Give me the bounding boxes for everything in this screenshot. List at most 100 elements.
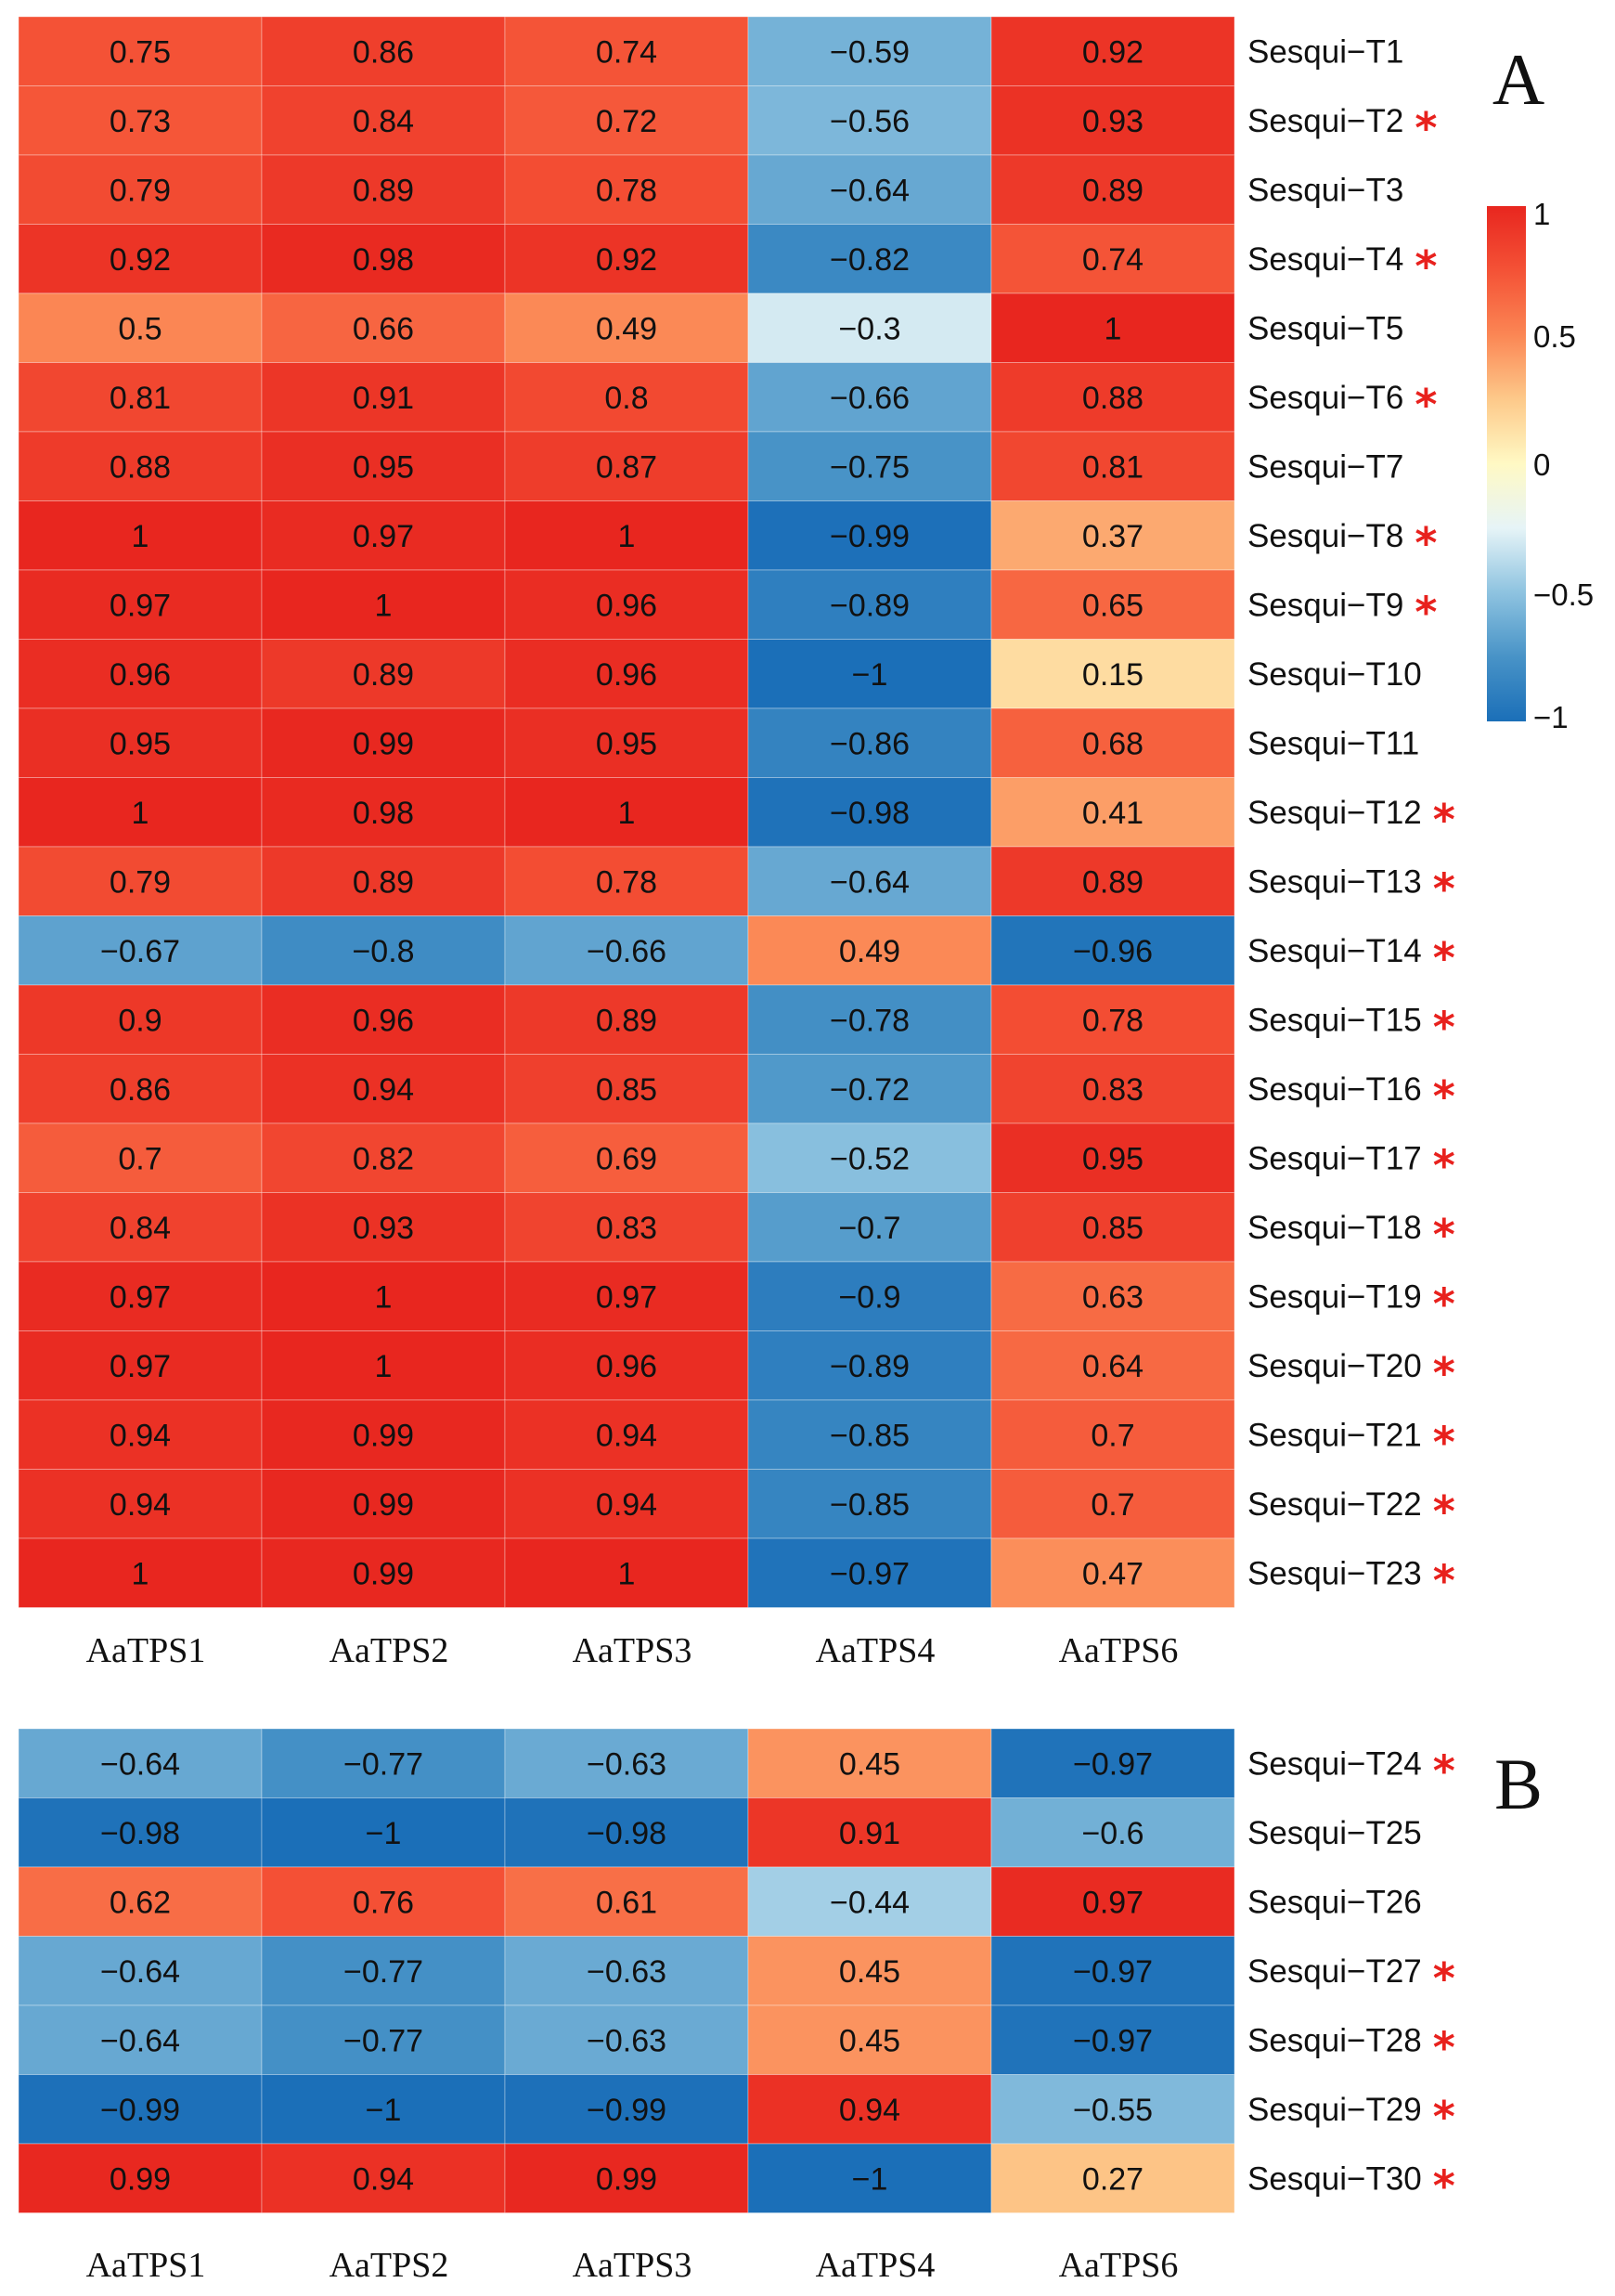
heatmap-cell [747,1537,992,1608]
heatmap-cell [261,362,506,433]
row-label: Sesqui−T26 [1247,1884,1422,1920]
significance-star: * [1433,1745,1455,1796]
cell-value: −0.89 [830,588,910,623]
significance-star: * [1415,241,1437,292]
row-label: Sesqui−T16 [1247,1071,1422,1108]
cell-value: 0.76 [353,1885,414,1920]
cell-value: 0.94 [596,1487,657,1523]
row-label: Sesqui−T29 [1247,2092,1422,2128]
cell-value: 0.94 [353,2161,414,2197]
cell-value: 0.78 [596,173,657,208]
cell-value: 0.84 [353,104,414,139]
row-label: Sesqui−T28 [1247,2022,1422,2058]
row-label: Sesqui−T22 [1247,1486,1422,1523]
heatmap-cell [990,154,1235,225]
cell-value: 0.89 [1082,864,1143,900]
column-label: AaTPS2 [329,1631,449,1670]
heatmap-cell [504,1537,749,1608]
cell-value: −0.96 [1073,934,1153,969]
cell-value: 0.89 [596,1003,657,1038]
cell-value: 0.97 [110,588,171,623]
cell-value: 0.61 [596,1885,657,1920]
row-label: Sesqui−T10 [1247,656,1422,693]
cell-value: 0.95 [110,726,171,761]
row-label: Sesqui−T14 [1247,933,1422,969]
row-label: Sesqui−T18 [1247,1210,1422,1246]
cell-value: 0.96 [596,1349,657,1384]
heatmap-cell [504,292,749,363]
cell-value: −0.59 [830,34,910,70]
cell-value: 0.66 [353,311,414,346]
cell-value: 0.72 [596,104,657,139]
cell-value: 0.9 [118,1003,162,1038]
heatmap-cell [18,915,263,986]
legend-tick-label: 1 [1533,197,1550,231]
heatmap-cell [504,1469,749,1539]
column-label: AaTPS6 [1059,1631,1179,1670]
cell-value: 0.8 [604,381,648,416]
cell-value: −0.55 [1073,2093,1153,2128]
heatmap-cell [990,2143,1235,2213]
cell-value: 0.89 [353,864,414,900]
cell-value: 0.85 [1082,1211,1143,1246]
heatmap-cell [504,915,749,986]
heatmap-cell [261,1537,506,1608]
significance-star: * [1433,933,1455,983]
cell-value: 0.45 [839,1954,900,1990]
cell-value: −0.67 [100,934,180,969]
heatmap-cell [990,1866,1235,1937]
cell-value: 1 [132,519,149,554]
cell-value: 0.97 [353,519,414,554]
heatmap-cell [504,1728,749,1798]
heatmap-cell [504,16,749,86]
heatmap-cell [747,1192,992,1263]
heatmap-cell [18,224,263,294]
cell-value: 0.97 [110,1279,171,1315]
heatmap-cell [18,500,263,571]
heatmap-cell [261,1054,506,1124]
heatmap-cell [18,777,263,848]
cell-value: −0.89 [830,1349,910,1384]
heatmap-cell [990,362,1235,433]
significance-star: * [1433,2022,1455,2072]
cell-value: −0.99 [100,2093,180,2128]
cell-value: 0.81 [1082,449,1143,485]
heatmap-cell [261,846,506,916]
heatmap-cell [261,639,506,709]
heatmap-cell [504,154,749,225]
heatmap-cell [990,1936,1235,2006]
cell-value: 0.89 [1082,173,1143,208]
cell-value: 0.83 [1082,1072,1143,1108]
heatmap-cell [990,16,1235,86]
cell-value: −0.66 [830,381,910,416]
cell-value: −0.64 [100,1746,180,1782]
cell-value: −0.52 [830,1141,910,1176]
cell-value: 0.96 [353,1003,414,1038]
heatmap-cell [747,1866,992,1937]
cell-value: −0.64 [830,173,910,208]
cell-value: −0.44 [830,1885,910,1920]
heatmap-cell [261,2143,506,2213]
cell-value: 0.98 [353,796,414,831]
heatmap-cell [990,431,1235,501]
cell-value: 1 [1105,311,1122,346]
cell-value: 1 [375,1279,393,1315]
cell-value: −1 [366,2093,402,2128]
heatmap-cell [747,846,992,916]
heatmap-cell [504,362,749,433]
row-label: Sesqui−T27 [1247,1953,1422,1990]
cell-value: 0.97 [1082,1885,1143,1920]
cell-value: 0.95 [1082,1141,1143,1176]
cell-value: −1 [852,2161,888,2197]
cell-value: 0.94 [839,2093,900,2128]
panel-letter: B [1494,1744,1543,1824]
cell-value: 0.68 [1082,726,1143,761]
row-label: Sesqui−T9 [1247,587,1403,623]
heatmap-cell [261,2004,506,2075]
cell-value: −0.75 [830,449,910,485]
cell-value: −0.97 [1073,1746,1153,1782]
cell-value: 0.88 [1082,381,1143,416]
cell-value: −0.82 [830,242,910,278]
heatmap-cell [990,1537,1235,1608]
heatmap-cell [504,984,749,1055]
